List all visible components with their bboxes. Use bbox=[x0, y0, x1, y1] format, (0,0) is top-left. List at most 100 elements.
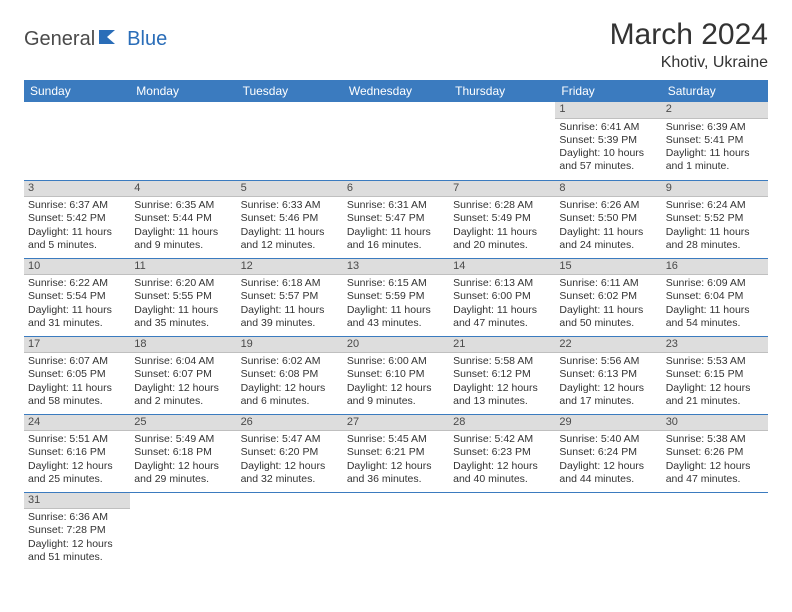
location-label: Khotiv, Ukraine bbox=[610, 54, 768, 72]
day-number: 2 bbox=[662, 102, 768, 119]
logo-text-general: General bbox=[24, 28, 95, 51]
day-number: 28 bbox=[449, 415, 555, 432]
sunrise-line: Sunrise: 6:09 AM bbox=[666, 277, 764, 290]
calendar-cell: 8Sunrise: 6:26 AMSunset: 5:50 PMDaylight… bbox=[555, 180, 661, 258]
title-block: March 2024 Khotiv, Ukraine bbox=[610, 18, 768, 72]
day-details: Sunrise: 6:26 AMSunset: 5:50 PMDaylight:… bbox=[555, 197, 661, 254]
calendar-cell: 24Sunrise: 5:51 AMSunset: 6:16 PMDayligh… bbox=[24, 414, 130, 492]
sunset-line: Sunset: 6:16 PM bbox=[28, 446, 126, 459]
day-details: Sunrise: 6:11 AMSunset: 6:02 PMDaylight:… bbox=[555, 275, 661, 332]
day-details: Sunrise: 6:04 AMSunset: 6:07 PMDaylight:… bbox=[130, 353, 236, 410]
daylight-line2: and 50 minutes. bbox=[559, 317, 657, 330]
daylight-line1: Daylight: 11 hours bbox=[453, 304, 551, 317]
day-number: 24 bbox=[24, 415, 130, 432]
calendar-cell bbox=[130, 492, 236, 570]
daylight-line2: and 51 minutes. bbox=[28, 551, 126, 564]
sunset-line: Sunset: 5:41 PM bbox=[666, 134, 764, 147]
calendar-cell: 6Sunrise: 6:31 AMSunset: 5:47 PMDaylight… bbox=[343, 180, 449, 258]
sunrise-line: Sunrise: 5:53 AM bbox=[666, 355, 764, 368]
calendar-cell: 16Sunrise: 6:09 AMSunset: 6:04 PMDayligh… bbox=[662, 258, 768, 336]
calendar-cell bbox=[449, 492, 555, 570]
daylight-line2: and 25 minutes. bbox=[28, 473, 126, 486]
daylight-line1: Daylight: 11 hours bbox=[347, 304, 445, 317]
sunrise-line: Sunrise: 5:56 AM bbox=[559, 355, 657, 368]
day-details: Sunrise: 6:37 AMSunset: 5:42 PMDaylight:… bbox=[24, 197, 130, 254]
daylight-line1: Daylight: 11 hours bbox=[347, 226, 445, 239]
calendar-cell: 1Sunrise: 6:41 AMSunset: 5:39 PMDaylight… bbox=[555, 102, 661, 180]
daylight-line1: Daylight: 11 hours bbox=[28, 226, 126, 239]
calendar-cell: 11Sunrise: 6:20 AMSunset: 5:55 PMDayligh… bbox=[130, 258, 236, 336]
sunset-line: Sunset: 6:24 PM bbox=[559, 446, 657, 459]
sunrise-line: Sunrise: 5:58 AM bbox=[453, 355, 551, 368]
calendar-cell bbox=[343, 492, 449, 570]
daylight-line1: Daylight: 11 hours bbox=[666, 304, 764, 317]
daylight-line2: and 32 minutes. bbox=[241, 473, 339, 486]
daylight-line1: Daylight: 11 hours bbox=[134, 304, 232, 317]
sunrise-line: Sunrise: 5:45 AM bbox=[347, 433, 445, 446]
sunset-line: Sunset: 5:47 PM bbox=[347, 212, 445, 225]
sunset-line: Sunset: 5:50 PM bbox=[559, 212, 657, 225]
weekday-header: Thursday bbox=[449, 80, 555, 102]
day-details: Sunrise: 6:41 AMSunset: 5:39 PMDaylight:… bbox=[555, 119, 661, 176]
daylight-line2: and 9 minutes. bbox=[134, 239, 232, 252]
daylight-line2: and 54 minutes. bbox=[666, 317, 764, 330]
day-number: 29 bbox=[555, 415, 661, 432]
sunset-line: Sunset: 6:07 PM bbox=[134, 368, 232, 381]
sunset-line: Sunset: 5:57 PM bbox=[241, 290, 339, 303]
day-number: 22 bbox=[555, 337, 661, 354]
sunrise-line: Sunrise: 6:37 AM bbox=[28, 199, 126, 212]
logo-flag-icon bbox=[99, 28, 125, 51]
day-number: 3 bbox=[24, 181, 130, 198]
sunrise-line: Sunrise: 6:31 AM bbox=[347, 199, 445, 212]
sunrise-line: Sunrise: 6:15 AM bbox=[347, 277, 445, 290]
sunset-line: Sunset: 5:52 PM bbox=[666, 212, 764, 225]
weekday-header: Monday bbox=[130, 80, 236, 102]
calendar-cell: 20Sunrise: 6:00 AMSunset: 6:10 PMDayligh… bbox=[343, 336, 449, 414]
calendar-cell: 7Sunrise: 6:28 AMSunset: 5:49 PMDaylight… bbox=[449, 180, 555, 258]
daylight-line2: and 39 minutes. bbox=[241, 317, 339, 330]
sunset-line: Sunset: 5:44 PM bbox=[134, 212, 232, 225]
calendar-cell bbox=[237, 102, 343, 180]
day-details: Sunrise: 6:31 AMSunset: 5:47 PMDaylight:… bbox=[343, 197, 449, 254]
day-number: 19 bbox=[237, 337, 343, 354]
day-details: Sunrise: 5:38 AMSunset: 6:26 PMDaylight:… bbox=[662, 431, 768, 488]
daylight-line1: Daylight: 12 hours bbox=[134, 460, 232, 473]
sunset-line: Sunset: 5:49 PM bbox=[453, 212, 551, 225]
sunrise-line: Sunrise: 6:26 AM bbox=[559, 199, 657, 212]
day-number: 21 bbox=[449, 337, 555, 354]
daylight-line2: and 9 minutes. bbox=[347, 395, 445, 408]
sunrise-line: Sunrise: 6:35 AM bbox=[134, 199, 232, 212]
calendar-table: Sunday Monday Tuesday Wednesday Thursday… bbox=[24, 80, 768, 570]
daylight-line2: and 17 minutes. bbox=[559, 395, 657, 408]
sunset-line: Sunset: 7:28 PM bbox=[28, 524, 126, 537]
daylight-line1: Daylight: 12 hours bbox=[559, 460, 657, 473]
daylight-line1: Daylight: 11 hours bbox=[241, 226, 339, 239]
daylight-line1: Daylight: 11 hours bbox=[666, 226, 764, 239]
day-details: Sunrise: 6:00 AMSunset: 6:10 PMDaylight:… bbox=[343, 353, 449, 410]
day-number: 23 bbox=[662, 337, 768, 354]
calendar-cell: 3Sunrise: 6:37 AMSunset: 5:42 PMDaylight… bbox=[24, 180, 130, 258]
sunset-line: Sunset: 6:05 PM bbox=[28, 368, 126, 381]
sunset-line: Sunset: 6:02 PM bbox=[559, 290, 657, 303]
sunrise-line: Sunrise: 6:02 AM bbox=[241, 355, 339, 368]
sunrise-line: Sunrise: 5:47 AM bbox=[241, 433, 339, 446]
daylight-line2: and 5 minutes. bbox=[28, 239, 126, 252]
day-details: Sunrise: 6:35 AMSunset: 5:44 PMDaylight:… bbox=[130, 197, 236, 254]
sunset-line: Sunset: 6:12 PM bbox=[453, 368, 551, 381]
daylight-line2: and 28 minutes. bbox=[666, 239, 764, 252]
sunrise-line: Sunrise: 6:24 AM bbox=[666, 199, 764, 212]
daylight-line1: Daylight: 10 hours bbox=[559, 147, 657, 160]
sunset-line: Sunset: 6:04 PM bbox=[666, 290, 764, 303]
daylight-line1: Daylight: 11 hours bbox=[241, 304, 339, 317]
day-details: Sunrise: 6:09 AMSunset: 6:04 PMDaylight:… bbox=[662, 275, 768, 332]
sunset-line: Sunset: 6:26 PM bbox=[666, 446, 764, 459]
sunset-line: Sunset: 6:23 PM bbox=[453, 446, 551, 459]
daylight-line2: and 21 minutes. bbox=[666, 395, 764, 408]
daylight-line2: and 47 minutes. bbox=[453, 317, 551, 330]
day-details: Sunrise: 6:22 AMSunset: 5:54 PMDaylight:… bbox=[24, 275, 130, 332]
calendar-cell: 30Sunrise: 5:38 AMSunset: 6:26 PMDayligh… bbox=[662, 414, 768, 492]
day-number: 11 bbox=[130, 259, 236, 276]
daylight-line2: and 40 minutes. bbox=[453, 473, 551, 486]
weekday-header: Tuesday bbox=[237, 80, 343, 102]
calendar-cell: 9Sunrise: 6:24 AMSunset: 5:52 PMDaylight… bbox=[662, 180, 768, 258]
